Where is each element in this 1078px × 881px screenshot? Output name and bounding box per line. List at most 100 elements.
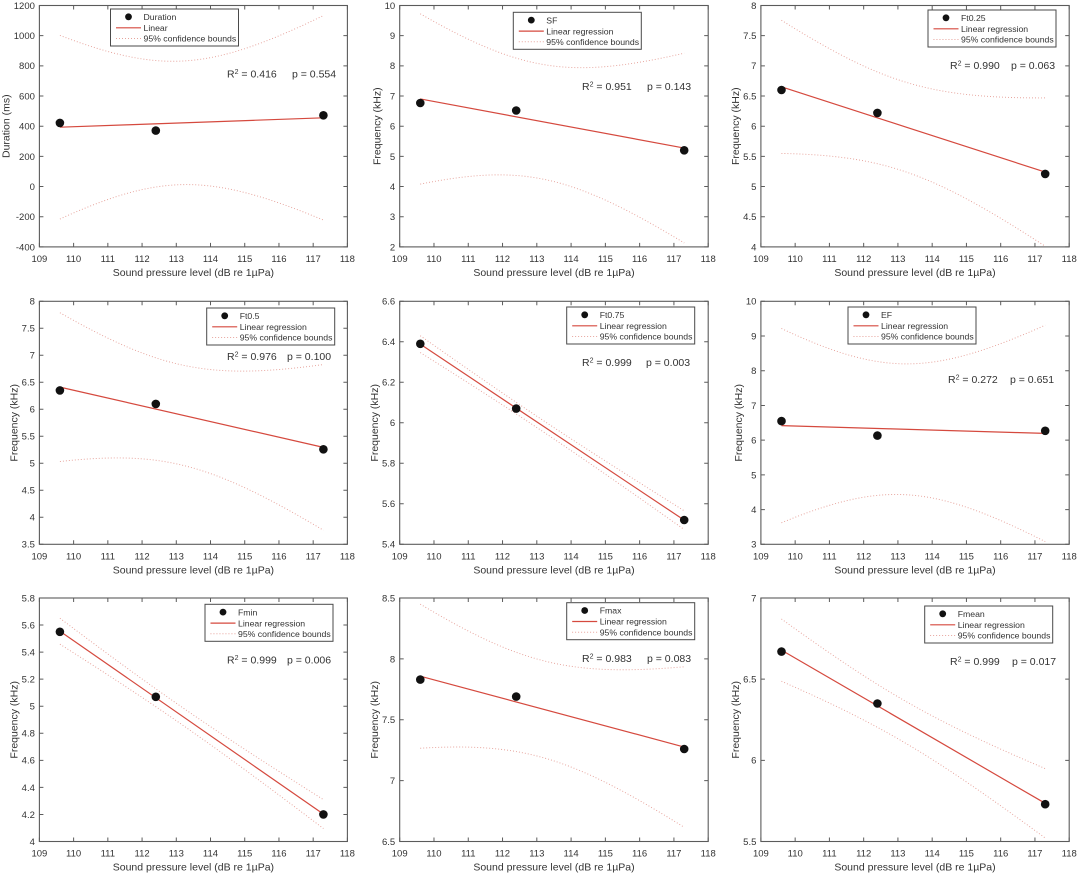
svg-text:10: 10 <box>746 297 757 308</box>
svg-text:114: 114 <box>564 552 579 563</box>
svg-text:117: 117 <box>666 849 681 860</box>
svg-text:3: 3 <box>751 540 756 551</box>
svg-text:Sound pressure level (dB re 1µ: Sound pressure level (dB re 1µPa) <box>834 267 995 279</box>
svg-text:115: 115 <box>959 552 974 563</box>
svg-text:-400: -400 <box>16 242 35 253</box>
svg-text:110: 110 <box>426 254 441 265</box>
svg-text:p = 0.143: p = 0.143 <box>647 81 691 93</box>
svg-text:Sound pressure level (dB re 1µ: Sound pressure level (dB re 1µPa) <box>113 267 274 279</box>
svg-text:Ft0.75: Ft0.75 <box>600 310 625 320</box>
svg-text:113: 113 <box>169 849 184 860</box>
svg-text:114: 114 <box>925 849 940 860</box>
svg-text:112: 112 <box>495 849 510 860</box>
svg-text:116: 116 <box>632 254 647 265</box>
svg-text:p = 0.083: p = 0.083 <box>647 653 691 665</box>
svg-text:6: 6 <box>30 405 35 416</box>
svg-text:p = 0.017: p = 0.017 <box>1012 656 1056 668</box>
svg-text:Fmax: Fmax <box>600 606 622 616</box>
svg-text:6.5: 6.5 <box>743 675 756 686</box>
svg-text:117: 117 <box>306 254 321 265</box>
svg-text:117: 117 <box>306 849 321 860</box>
svg-text:113: 113 <box>529 849 544 860</box>
svg-text:110: 110 <box>788 254 803 265</box>
svg-text:Sound pressure level (dB re 1µ: Sound pressure level (dB re 1µPa) <box>113 564 274 576</box>
svg-text:115: 115 <box>598 849 613 860</box>
svg-text:4: 4 <box>30 513 35 524</box>
svg-text:113: 113 <box>529 254 544 265</box>
svg-text:p = 0.100: p = 0.100 <box>287 351 331 363</box>
svg-text:Linear regression: Linear regression <box>600 321 667 331</box>
svg-text:6: 6 <box>390 122 395 133</box>
svg-text:117: 117 <box>666 254 681 265</box>
svg-text:115: 115 <box>237 849 252 860</box>
svg-text:116: 116 <box>271 552 286 563</box>
svg-text:4.6: 4.6 <box>22 756 35 767</box>
svg-text:7: 7 <box>751 593 756 604</box>
svg-text:112: 112 <box>135 849 150 860</box>
svg-text:6: 6 <box>751 756 756 767</box>
svg-text:Fmean: Fmean <box>958 609 985 619</box>
svg-text:113: 113 <box>529 552 544 563</box>
svg-text:116: 116 <box>993 254 1008 265</box>
svg-text:116: 116 <box>271 849 286 860</box>
svg-text:113: 113 <box>169 254 184 265</box>
svg-text:6: 6 <box>751 436 756 447</box>
svg-text:110: 110 <box>426 552 441 563</box>
svg-text:7.5: 7.5 <box>22 324 35 335</box>
svg-text:Linear regression: Linear regression <box>958 620 1025 630</box>
svg-text:112: 112 <box>135 254 150 265</box>
svg-text:117: 117 <box>1027 254 1042 265</box>
svg-text:8: 8 <box>751 1 756 12</box>
svg-text:Duration (ms): Duration (ms) <box>1 94 13 158</box>
svg-text:R2 = 0.272: R2 = 0.272 <box>948 374 998 386</box>
svg-text:115: 115 <box>598 254 613 265</box>
svg-text:5.4: 5.4 <box>382 540 395 551</box>
svg-text:5.8: 5.8 <box>382 459 395 470</box>
svg-text:110: 110 <box>426 849 441 860</box>
svg-text:5.2: 5.2 <box>22 675 35 686</box>
svg-text:5: 5 <box>751 470 756 481</box>
svg-text:3: 3 <box>390 212 395 223</box>
svg-text:116: 116 <box>993 552 1008 563</box>
svg-text:118: 118 <box>1062 552 1077 563</box>
svg-text:111: 111 <box>101 254 115 265</box>
svg-text:Ft0.5: Ft0.5 <box>240 311 260 321</box>
svg-text:5: 5 <box>30 459 35 470</box>
svg-text:114: 114 <box>564 254 579 265</box>
svg-text:115: 115 <box>598 552 613 563</box>
svg-text:5.5: 5.5 <box>22 432 35 443</box>
svg-text:111: 111 <box>101 849 115 860</box>
svg-text:Duration: Duration <box>144 12 177 22</box>
svg-text:Frequency (kHz): Frequency (kHz) <box>730 681 742 759</box>
svg-text:6.2: 6.2 <box>382 378 395 389</box>
svg-text:8.5: 8.5 <box>382 593 395 604</box>
svg-text:p = 0.063: p = 0.063 <box>1011 60 1055 72</box>
svg-text:Linear regression: Linear regression <box>961 24 1028 34</box>
svg-text:118: 118 <box>701 254 716 265</box>
svg-text:116: 116 <box>993 849 1008 860</box>
svg-text:110: 110 <box>66 849 81 860</box>
svg-text:Sound pressure level (dB re 1µ: Sound pressure level (dB re 1µPa) <box>834 862 995 874</box>
svg-text:4: 4 <box>751 505 756 516</box>
svg-text:95% confidence bounds: 95% confidence bounds <box>958 631 1051 641</box>
svg-text:4.4: 4.4 <box>22 783 35 794</box>
svg-text:Frequency (kHz): Frequency (kHz) <box>730 87 742 165</box>
svg-text:p = 0.651: p = 0.651 <box>1010 374 1054 386</box>
svg-text:6: 6 <box>390 418 395 429</box>
svg-text:109: 109 <box>31 849 47 860</box>
svg-text:7.5: 7.5 <box>743 31 756 42</box>
svg-text:114: 114 <box>203 254 218 265</box>
svg-text:95% confidence bounds: 95% confidence bounds <box>546 37 639 47</box>
svg-text:R2 = 0.999: R2 = 0.999 <box>582 357 632 369</box>
svg-text:111: 111 <box>461 552 475 563</box>
svg-text:4.2: 4.2 <box>22 810 35 821</box>
svg-text:110: 110 <box>788 849 803 860</box>
svg-text:Linear: Linear <box>144 23 168 33</box>
svg-text:Ft0.25: Ft0.25 <box>961 13 986 23</box>
svg-text:400: 400 <box>19 122 35 133</box>
svg-text:111: 111 <box>822 254 836 265</box>
svg-text:110: 110 <box>66 552 81 563</box>
svg-text:111: 111 <box>822 849 836 860</box>
svg-text:95% confidence bounds: 95% confidence bounds <box>240 333 333 343</box>
svg-text:4: 4 <box>390 182 395 193</box>
